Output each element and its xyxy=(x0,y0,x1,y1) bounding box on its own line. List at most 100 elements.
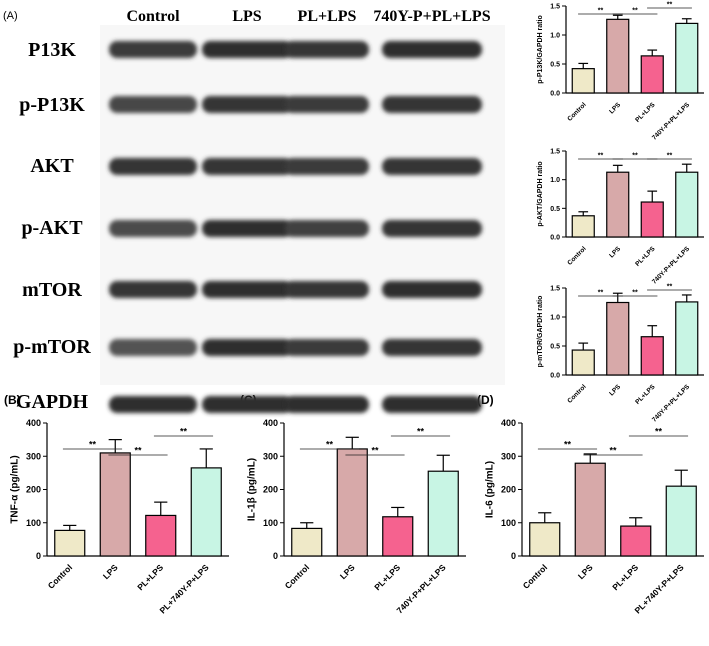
bar xyxy=(574,462,606,557)
blot-band xyxy=(109,96,197,113)
blot-band xyxy=(285,220,369,237)
blot-band xyxy=(202,158,292,175)
y-tick-label: 1.5 xyxy=(550,3,560,10)
blot-row-label: p-mTOR xyxy=(13,336,91,358)
significance-label: ** xyxy=(598,8,604,15)
y-tick-label: 0 xyxy=(273,551,278,561)
bar xyxy=(571,349,595,376)
blot-band xyxy=(109,281,197,298)
blot-column-header: Control xyxy=(126,8,180,25)
bar xyxy=(190,467,222,557)
bar xyxy=(99,452,131,557)
bar xyxy=(675,22,699,94)
significance-label: ** xyxy=(632,8,638,15)
bar xyxy=(571,68,595,94)
category-label: PL+740Y-P+LPS xyxy=(157,562,210,615)
y-tick-label: 0.0 xyxy=(550,90,560,97)
blot-band xyxy=(382,281,482,298)
chart-p-mtor: 0.0 0.5 1.0 1.5 p-mTOR/GAPDH ratio Control LPS… xyxy=(537,284,704,424)
y-tick-label: 1.0 xyxy=(550,314,560,321)
blot-band xyxy=(109,396,197,413)
blot-column-header: LPS xyxy=(232,8,261,25)
blot-band xyxy=(109,158,197,175)
significance-label: ** xyxy=(371,446,379,456)
blot-band xyxy=(202,396,292,413)
y-tick-label: 200 xyxy=(501,485,516,495)
category-label: Control xyxy=(46,562,74,590)
blot-row-label: P13K xyxy=(28,39,76,61)
panel-label-a: (A) xyxy=(3,10,18,22)
y-tick-label: 300 xyxy=(501,451,516,461)
blot-band xyxy=(382,220,482,237)
y-tick-label: 100 xyxy=(26,518,41,528)
bar xyxy=(640,55,664,94)
category-label: PL+LPS xyxy=(634,383,657,406)
category-label: PL+LPS xyxy=(610,562,640,592)
blot-column-headers: Control LPS PL+LPS 740Y-P+PL+LPS xyxy=(126,8,490,25)
chart-tnf-alpha: 0 100 200 300 400 TNF-α (pg/mL) Control LPS PL+L… xyxy=(10,418,229,616)
y-tick-label: 400 xyxy=(26,418,41,428)
blot-band xyxy=(109,220,197,237)
y-tick-label: 300 xyxy=(26,451,41,461)
significance-label: ** xyxy=(180,427,188,437)
y-axis-label: IL-6 (pg/mL) xyxy=(485,461,496,518)
category-label: 740Y-P+PL+LPS xyxy=(651,245,692,286)
bar xyxy=(606,171,630,238)
blot-band xyxy=(285,158,369,175)
blot-column-header: PL+LPS xyxy=(298,8,357,25)
bar xyxy=(291,527,323,557)
blot-band xyxy=(202,96,292,113)
bar xyxy=(665,485,697,557)
significance-label: ** xyxy=(667,284,673,291)
blot-band xyxy=(382,158,482,175)
chart-il-1beta: 0 100 200 300 400 IL-1β (pg/mL) Control LPS PL+L… xyxy=(247,418,466,616)
blot-band xyxy=(285,96,369,113)
significance-label: ** xyxy=(667,153,673,160)
bar xyxy=(675,301,699,376)
category-label: Control xyxy=(566,383,587,404)
y-axis-label: p-mTOR/GAPDH ratio xyxy=(537,296,544,368)
bar xyxy=(54,529,86,557)
y-axis-label: p-P13K/GAPDH ratio xyxy=(537,15,544,83)
blot-band xyxy=(109,339,197,356)
y-tick-label: 1.5 xyxy=(550,148,560,155)
bar xyxy=(640,336,664,376)
significance-label: ** xyxy=(417,427,425,437)
y-tick-label: 100 xyxy=(501,518,516,528)
blot-band xyxy=(285,339,369,356)
y-tick-label: 0.5 xyxy=(550,61,560,68)
blot-band xyxy=(285,281,369,298)
blot-bands xyxy=(109,41,482,413)
chart-p-akt: 0.0 0.5 1.0 1.5 p-AKT/GAPDH ratio Control LPS P… xyxy=(537,148,704,286)
y-tick-label: 0.5 xyxy=(550,206,560,213)
blot-band xyxy=(382,339,482,356)
bar xyxy=(382,516,414,557)
significance-label: ** xyxy=(632,153,638,160)
category-label: Control xyxy=(521,562,549,590)
significance-label: ** xyxy=(667,2,673,9)
significance-label: ** xyxy=(564,440,572,450)
blot-band xyxy=(382,41,482,58)
y-axis-label: p-AKT/GAPDH ratio xyxy=(537,161,544,226)
bar xyxy=(620,525,652,557)
bar xyxy=(606,301,630,376)
y-tick-label: 0.5 xyxy=(550,343,560,350)
category-label: 740Y-P+PL+LPS xyxy=(394,562,447,615)
y-tick-label: 1.5 xyxy=(550,285,560,292)
significance-label: ** xyxy=(598,290,604,297)
significance-label: ** xyxy=(89,440,97,450)
blot-row-label: GAPDH xyxy=(16,391,89,413)
bar xyxy=(145,514,177,557)
blot-row-label: p-P13K xyxy=(19,94,85,116)
blot-band xyxy=(202,281,292,298)
category-label: LPS xyxy=(576,562,595,581)
blot-band xyxy=(109,41,197,58)
y-tick-label: 1.0 xyxy=(550,32,560,39)
y-tick-label: 200 xyxy=(26,485,41,495)
category-label: Control xyxy=(283,562,311,590)
significance-label: ** xyxy=(632,290,638,297)
y-tick-label: 400 xyxy=(501,418,516,428)
blot-column-header: 740Y-P+PL+LPS xyxy=(373,8,490,25)
y-axis-label: IL-1β (pg/mL) xyxy=(247,458,258,521)
